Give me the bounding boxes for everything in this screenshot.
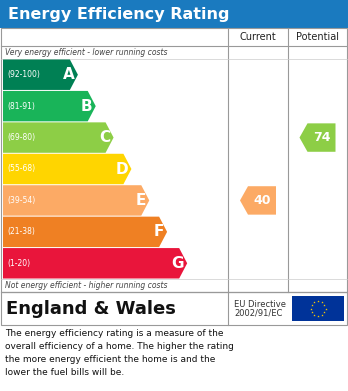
Polygon shape bbox=[3, 154, 132, 184]
Text: The energy efficiency rating is a measure of the
overall efficiency of a home. T: The energy efficiency rating is a measur… bbox=[5, 329, 234, 377]
Bar bbox=[1, 292, 347, 325]
Text: (69-80): (69-80) bbox=[7, 133, 35, 142]
Text: Not energy efficient - higher running costs: Not energy efficient - higher running co… bbox=[5, 281, 167, 290]
Text: (55-68): (55-68) bbox=[7, 165, 35, 174]
Polygon shape bbox=[3, 248, 187, 278]
Text: (39-54): (39-54) bbox=[7, 196, 35, 205]
Text: A: A bbox=[63, 67, 75, 82]
Text: G: G bbox=[172, 256, 184, 271]
Text: D: D bbox=[116, 161, 128, 176]
Text: (1-20): (1-20) bbox=[7, 259, 30, 268]
Polygon shape bbox=[3, 59, 78, 90]
Text: Very energy efficient - lower running costs: Very energy efficient - lower running co… bbox=[5, 48, 167, 57]
Text: Energy Efficiency Rating: Energy Efficiency Rating bbox=[8, 7, 229, 22]
Text: B: B bbox=[81, 99, 93, 114]
Text: EU Directive: EU Directive bbox=[234, 300, 286, 309]
Bar bbox=[1, 28, 347, 292]
Text: 40: 40 bbox=[253, 194, 271, 207]
Bar bbox=[0, 0, 348, 28]
Text: F: F bbox=[154, 224, 164, 239]
Text: (92-100): (92-100) bbox=[7, 70, 40, 79]
Polygon shape bbox=[3, 122, 113, 153]
Text: 74: 74 bbox=[313, 131, 330, 144]
Bar bbox=[292, 296, 344, 321]
Polygon shape bbox=[240, 186, 276, 215]
Text: (81-91): (81-91) bbox=[7, 102, 35, 111]
Text: England & Wales: England & Wales bbox=[6, 300, 176, 317]
Text: (21-38): (21-38) bbox=[7, 227, 35, 236]
Text: Current: Current bbox=[240, 32, 276, 42]
Text: Potential: Potential bbox=[296, 32, 339, 42]
Polygon shape bbox=[3, 91, 96, 121]
Text: 2002/91/EC: 2002/91/EC bbox=[234, 309, 282, 318]
Text: E: E bbox=[136, 193, 146, 208]
Text: C: C bbox=[100, 130, 111, 145]
Polygon shape bbox=[3, 185, 149, 216]
Polygon shape bbox=[3, 217, 167, 247]
Polygon shape bbox=[300, 123, 335, 152]
